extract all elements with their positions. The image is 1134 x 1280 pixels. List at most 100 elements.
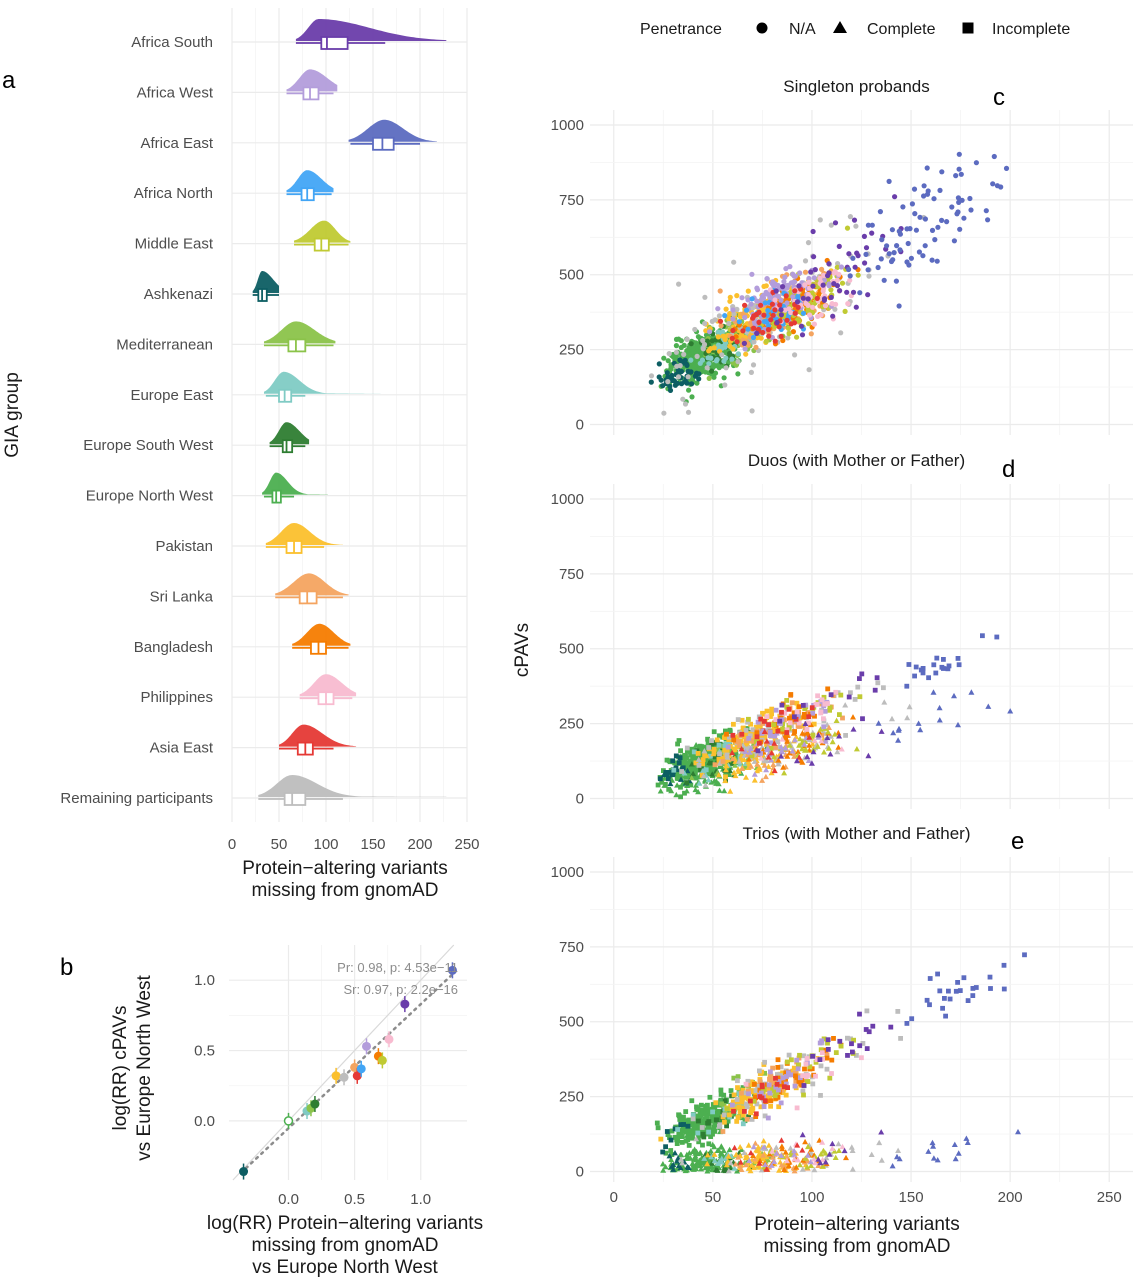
point-triangle: [951, 692, 957, 699]
point-square: [725, 1118, 731, 1124]
point-square: [757, 1087, 763, 1093]
density-mediterranean: [263, 321, 336, 344]
point-square: [937, 988, 943, 994]
point-triangle: [839, 1143, 846, 1150]
point-square: [825, 686, 831, 692]
point-circle: [783, 266, 789, 272]
point-square: [786, 1052, 792, 1058]
legend-label-incomplete: Incomplete: [992, 21, 1070, 38]
point-square: [749, 753, 755, 759]
point-square: [718, 747, 724, 752]
point-square: [935, 971, 940, 977]
point-circle: [648, 373, 655, 379]
point-square: [762, 719, 767, 724]
point-circle: [934, 258, 940, 264]
series-e-asia-east: [731, 1075, 806, 1172]
point-circle: [973, 160, 980, 166]
point-circle: [797, 270, 803, 276]
point-square: [866, 1029, 872, 1035]
point-circle: [691, 344, 697, 350]
point-square: [759, 1084, 765, 1090]
point-circle: [825, 273, 831, 279]
point-circle: [953, 173, 959, 179]
point-square: [727, 1106, 733, 1112]
point-square: [754, 734, 760, 740]
point-square: [705, 1123, 711, 1129]
point-triangle: [793, 1164, 800, 1170]
point-circle: [682, 357, 688, 363]
point-square: [783, 1081, 789, 1087]
panel-letter-c: c: [993, 84, 1005, 111]
point-square: [696, 1139, 702, 1145]
point-square: [702, 1120, 707, 1126]
point-square: [802, 1066, 807, 1072]
axis-title-x-a-line2: missing from gnomAD: [252, 880, 439, 901]
point-square: [699, 1125, 705, 1130]
point-square: [855, 684, 861, 690]
point-triangle: [672, 1150, 678, 1156]
point-triangle: [791, 1168, 798, 1174]
point-square: [829, 1057, 835, 1063]
point-triangle: [895, 737, 902, 743]
point-square: [712, 1121, 718, 1127]
point-triangle: [778, 1137, 785, 1143]
point-triangle: [768, 750, 775, 756]
point-triangle: [773, 1144, 780, 1150]
point-square: [702, 744, 708, 750]
point-square: [825, 1037, 831, 1043]
point-triangle: [808, 760, 815, 766]
point-square: [804, 733, 810, 738]
point-triangle: [875, 720, 882, 726]
point-circle: [682, 401, 689, 407]
point-triangle: [771, 754, 777, 760]
point-triangle: [778, 744, 785, 750]
point-circle: [851, 217, 858, 223]
point-square: [709, 1127, 714, 1133]
point-square: [735, 1115, 741, 1120]
panel-b-correlation: 0.0 0.5 1.0 0.0 0.5 1.0 Pr: 0.98, p: 4.53e−11 S…: [110, 944, 483, 1278]
point-triangle: [711, 1157, 718, 1164]
point-square: [713, 740, 719, 746]
point-circle: [817, 217, 823, 223]
density-sri-lanka: [275, 573, 349, 596]
point-triangle: [906, 703, 913, 710]
point-square: [888, 1024, 894, 1030]
point-square: [727, 727, 733, 733]
point-triangle: [768, 769, 775, 776]
point-circle: [709, 368, 715, 374]
point-circle: [811, 275, 817, 281]
density-philippines: [299, 674, 357, 697]
point-circle: [800, 295, 806, 301]
point-square: [693, 1122, 699, 1128]
point-circle: [865, 292, 871, 298]
point-square: [667, 770, 673, 775]
point-circle: [699, 357, 706, 363]
point-circle: [802, 269, 809, 275]
point-square: [860, 716, 865, 722]
point-triangle: [758, 755, 765, 761]
point-square: [784, 727, 790, 733]
point-triangle: [796, 742, 803, 748]
point-square: [735, 1085, 740, 1090]
point-circle: [792, 310, 798, 316]
point-circle: [754, 330, 760, 336]
point-circle: [648, 379, 654, 385]
point-square: [857, 694, 863, 700]
point-circle: [889, 227, 896, 233]
point-triangle: [677, 772, 684, 779]
point-triangle: [831, 731, 838, 737]
point-triangle: [681, 770, 688, 776]
point-circle: [730, 307, 736, 313]
panel-c-singleton-probands: 0 250 500 750 1000 Singleton probands: [551, 77, 1133, 435]
point-circle: [766, 333, 772, 339]
point-circle: [845, 301, 851, 307]
point-circle: [802, 258, 809, 264]
point-triangle: [701, 1155, 708, 1161]
panel-title-d: Duos (with Mother or Father): [748, 451, 965, 470]
point-circle: [826, 261, 832, 267]
point-square: [783, 735, 788, 741]
point-triangle: [732, 1161, 739, 1167]
point-square: [987, 974, 993, 980]
point-circle: [869, 222, 875, 228]
point-square: [696, 1118, 701, 1124]
